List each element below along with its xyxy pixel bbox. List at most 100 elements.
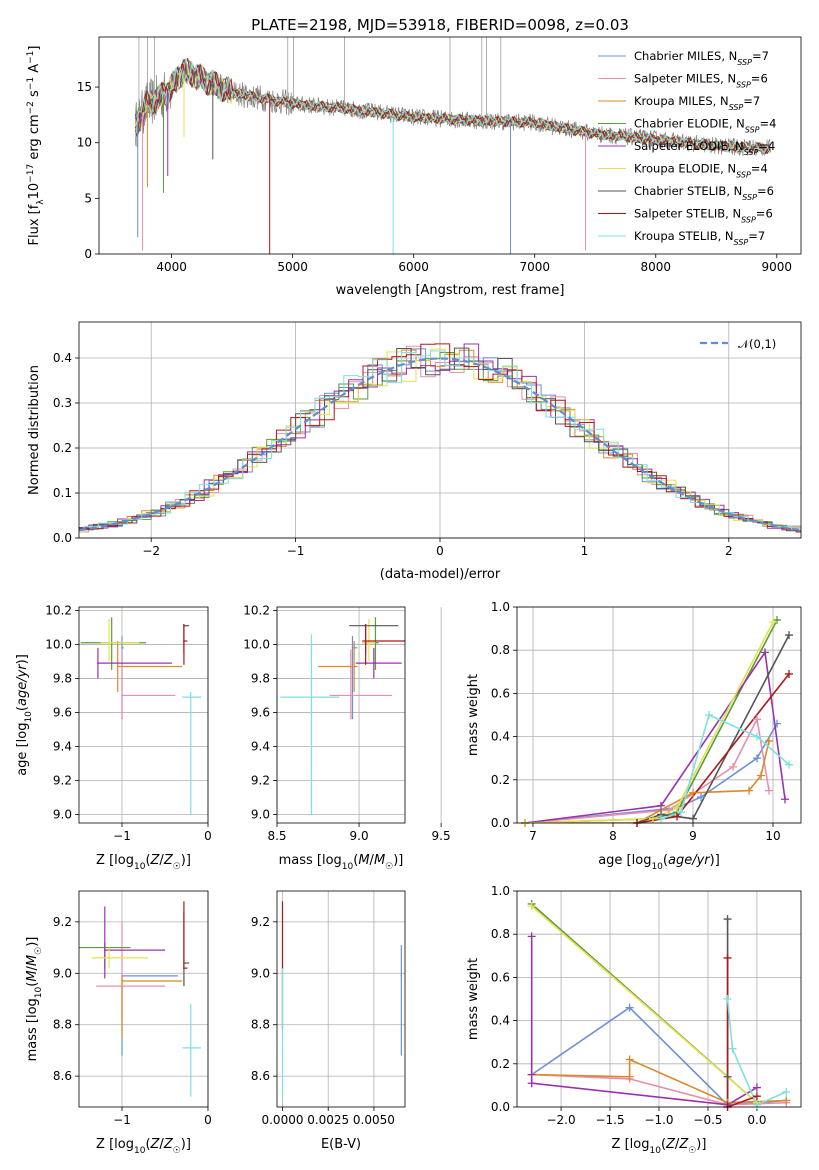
y-axis-label: mass [log10(M/M☉)] <box>25 937 44 1062</box>
text-span: Z <box>163 1137 174 1152</box>
marker-salpeter-miles <box>753 715 761 724</box>
marker-kroupa-miles <box>757 771 765 780</box>
legend-label-normal: 𝒩(0,1) <box>738 337 776 351</box>
text-span: / <box>159 853 164 868</box>
series-line-kroupa-stelib <box>726 998 787 1106</box>
text-span: Z <box>665 1137 676 1152</box>
text-span: )] <box>181 853 191 868</box>
marker-kroupa-stelib <box>705 711 713 719</box>
text-span: 10 <box>342 862 354 872</box>
marker-salpeter-elodie <box>752 1083 761 1092</box>
text-span: , N <box>726 184 742 198</box>
panel-residuals: −2 −1 0 1 2 0.0 0.1 0.2 0.3 0.4 (data-model)/error… <box>27 321 802 582</box>
text-span: / <box>675 1137 680 1152</box>
text-span: , N <box>720 72 736 86</box>
marker-chabrier-stelib <box>723 915 732 924</box>
marker-kroupa-stelib <box>657 814 665 823</box>
marker-salpeter-stelib <box>752 1092 761 1101</box>
text-span: )] <box>393 853 403 868</box>
marker-salpeter-stelib <box>673 812 681 821</box>
x-tick-label: −1 <box>113 829 131 843</box>
x-axis-label: Z [log10(Z/Z☉)] <box>612 1137 707 1156</box>
x-tick-label: 9000 <box>762 260 793 274</box>
text-span: M <box>25 970 40 981</box>
y-tick-label: 9.8 <box>53 671 72 685</box>
x-tick-label: 0.0025 <box>307 1113 349 1127</box>
text-span: = <box>756 207 766 221</box>
text-span: Z <box>150 1137 161 1152</box>
y-tick-label: 0.4 <box>53 351 72 365</box>
text-span: ( <box>25 982 40 987</box>
marker-salpeter-elodie <box>657 801 665 810</box>
series-line-kroupa-miles <box>525 740 770 823</box>
x-tick-label: 4000 <box>156 260 187 274</box>
point-salpeter-stelib <box>183 967 185 969</box>
text-span: = <box>751 72 761 86</box>
legend-label-chabrier-miles: Chabrier MILES, NSSP=7 <box>634 49 769 67</box>
text-span: , N <box>718 229 734 243</box>
text-span: )] <box>15 654 30 664</box>
normal-distribution-curve <box>79 357 801 532</box>
plot-area <box>79 343 801 533</box>
text-span: 4 <box>769 117 776 131</box>
marker-chabrier-miles <box>697 793 705 802</box>
text-span: SSP <box>744 148 759 157</box>
plot-area <box>79 901 202 1097</box>
marker-salpeter-miles <box>665 806 673 815</box>
marker-chabrier-stelib <box>785 631 793 640</box>
panel-age-vs-Z: −1 09.09.29.49.69.810.010.2Z [log10(Z/Z☉)… <box>15 603 212 872</box>
point-salpeter-stelib <box>183 640 185 642</box>
text-span: / <box>159 1137 164 1152</box>
text-span: , N <box>728 139 744 153</box>
legend-label-chabrier-elodie: Chabrier ELODIE, NSSP=4 <box>634 117 776 135</box>
point-kroupa-stelib <box>190 696 192 698</box>
text-span: Z [log <box>96 853 134 868</box>
point-salpeter-elodie <box>373 662 375 664</box>
legend-label-salpeter-stelib: Salpeter STELIB, NSSP=6 <box>634 207 773 225</box>
y-tick-label: 0.6 <box>491 686 510 700</box>
marker-kroupa-stelib <box>785 760 793 769</box>
text-span: , N <box>713 94 729 108</box>
y-axis-label: age [log10(age/yr)] <box>15 654 34 776</box>
histogram-salpeter-stelib <box>79 343 801 533</box>
y-tick-label: 9.4 <box>53 739 72 753</box>
text-span: = <box>751 162 761 176</box>
histogram-chabrier-elodie <box>79 352 801 530</box>
axes-frame <box>276 606 406 824</box>
text-span: )] <box>710 853 720 868</box>
text-span: Chabrier ELODIE <box>634 117 729 131</box>
text-span: Salpeter ELODIE <box>634 139 728 153</box>
marker-kroupa-stelib <box>728 1044 737 1053</box>
text-span: SSP <box>737 58 752 67</box>
text-span: / <box>370 853 375 868</box>
y-tick-label: 9.6 <box>53 705 72 719</box>
marker-kroupa-miles <box>765 736 773 745</box>
text-span: ☉ <box>173 862 181 872</box>
text-span: Flux [f <box>27 204 42 245</box>
legend-label-kroupa-stelib: Kroupa STELIB, NSSP=7 <box>634 229 765 247</box>
axes-frame <box>276 890 406 1108</box>
text-span: Salpeter MILES <box>634 72 720 86</box>
text-span: 7 <box>762 49 769 63</box>
legend-label-chabrier-stelib: Chabrier STELIB, NSSP=6 <box>634 184 774 202</box>
point-salpeter-elodie <box>97 662 99 664</box>
y-tick-label: 0.0 <box>53 531 72 545</box>
text-span: −1 <box>26 77 36 90</box>
y-tick-label: 8.8 <box>251 1018 270 1032</box>
x-tick-label: 9.5 <box>432 829 451 843</box>
point-chabrier-miles <box>351 647 354 649</box>
point-kroupa-elodie <box>108 641 110 644</box>
panel-mass-weight-vs-Z: −2.0 −1.5 −1.0 −0.5 0.0 0.0 0.2 0.4 0.6 0.8 1.0 Z [… <box>466 884 802 1156</box>
marker-salpeter-stelib <box>723 953 732 962</box>
text-span: Z <box>163 853 174 868</box>
x-tick-label: 0 <box>436 544 444 558</box>
y-tick-label: 9.8 <box>251 671 270 685</box>
marker-kroupa-miles <box>782 1096 791 1105</box>
point-kroupa-elodie <box>108 957 110 959</box>
x-tick-label: 0 <box>204 1113 212 1127</box>
x-tick-label: 2 <box>725 544 733 558</box>
text-span: SSP <box>736 170 751 179</box>
text-span: 6 <box>760 72 767 86</box>
text-span: = <box>748 229 758 243</box>
